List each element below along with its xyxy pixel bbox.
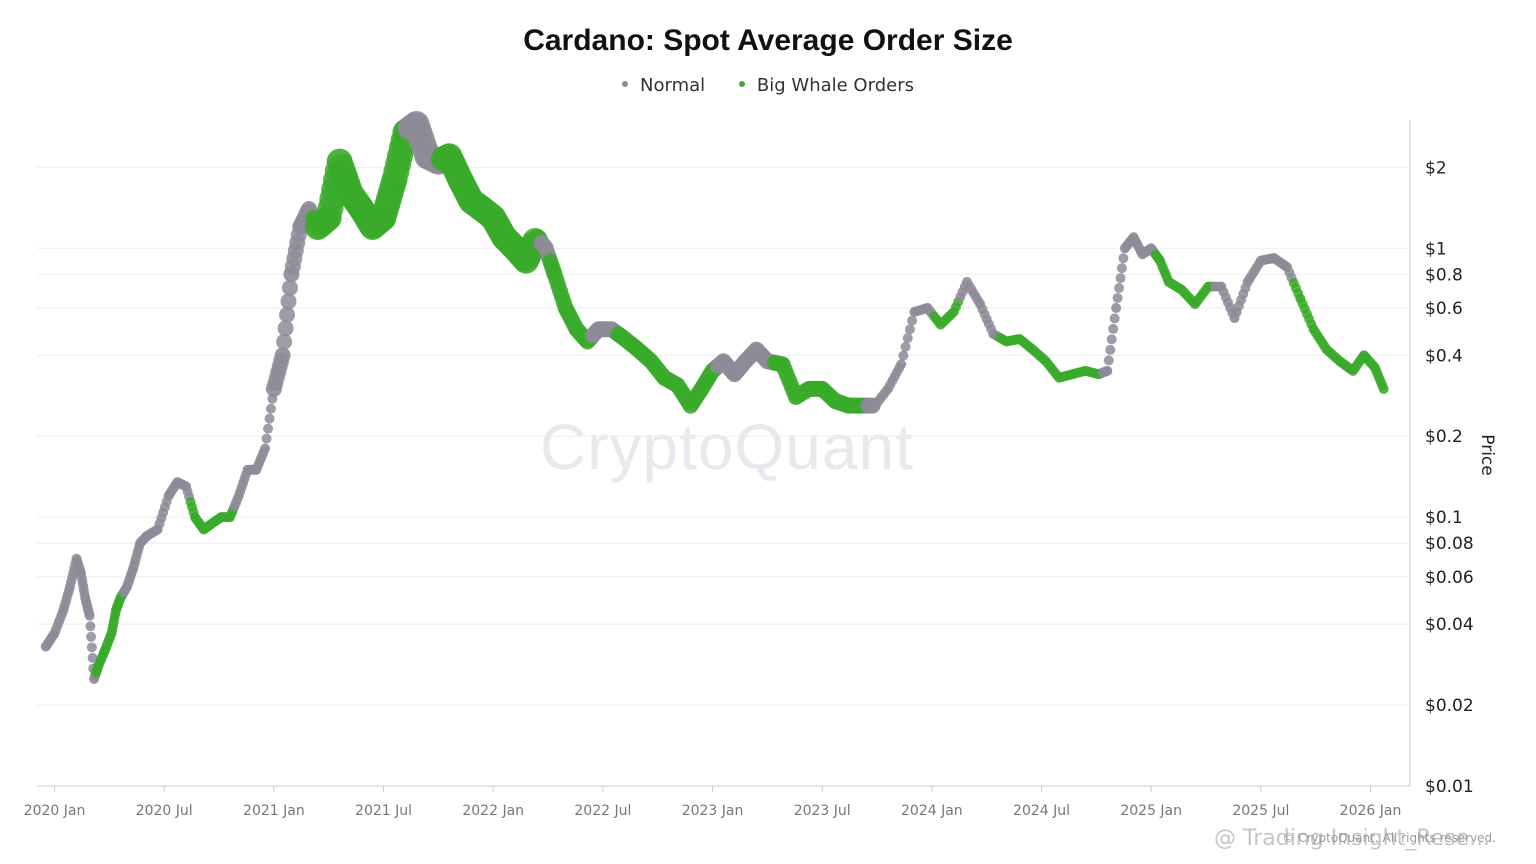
data-point [281, 279, 298, 296]
data-point [265, 403, 276, 414]
data-point [261, 433, 272, 444]
x-tick-label: 2020 Jan [24, 803, 86, 819]
data-point [280, 293, 297, 310]
x-tick-label: 2022 Jul [574, 803, 631, 819]
data-point [1115, 273, 1126, 284]
copyright-text: © CryptoQuant. All rights reserved. [1282, 831, 1496, 845]
data-point [904, 324, 915, 335]
y-tick-label: $1 [1425, 239, 1447, 259]
legend-label-big-whale: Big Whale Orders [756, 75, 914, 96]
y-tick-label: $0.2 [1425, 427, 1463, 447]
data-point [1111, 302, 1122, 313]
data-point [1114, 283, 1125, 294]
data-point [1112, 292, 1123, 303]
chart-title: Cardano: Spot Average Order Size [523, 24, 1013, 57]
data-point [87, 652, 98, 663]
data-point [274, 347, 291, 364]
data-point [1116, 263, 1127, 274]
data-point [264, 413, 275, 424]
legend-dot-normal [622, 81, 629, 87]
y-tick-label: $0.1 [1425, 508, 1463, 528]
watermark: CryptoQuant [540, 411, 914, 483]
x-axis: 2020 Jan 2020 Jul 2021 Jan 2021 Jul 2022 Jan… [24, 785, 1410, 819]
data-point [1109, 313, 1120, 324]
x-tick-label: 2023 Jan [682, 803, 744, 819]
legend: Normal Big Whale Orders [0, 75, 1536, 96]
x-tick-label: 2024 Jul [1013, 803, 1070, 819]
y-tick-label: $0.06 [1425, 568, 1474, 588]
data-point [902, 333, 913, 344]
data-point [896, 359, 907, 370]
data-point [1102, 365, 1113, 376]
data-point [1105, 344, 1116, 355]
x-tick-label: 2021 Jan [243, 803, 305, 819]
y-tick-label: $0.01 [1425, 777, 1474, 797]
legend-dot-big-whale [738, 81, 745, 87]
data-point [1106, 334, 1117, 345]
x-tick-label: 2022 Jan [462, 803, 524, 819]
source-overlay-tag: @ Trading Insight_Rese... [1214, 826, 1491, 851]
data-point [85, 621, 96, 632]
y-tick-label: $2 [1425, 158, 1447, 178]
data-point [1118, 253, 1129, 264]
y-tick-label: $0.6 [1425, 299, 1463, 319]
x-tick-label: 2023 Jul [794, 803, 851, 819]
data-point [900, 341, 911, 352]
legend-item-normal[interactable]: Normal [622, 75, 705, 96]
y-axis: $2 $1 $0.8 $0.6 $0.4 $0.2 $0.1 $0.08 $0.06 $0.04 $… [1409, 120, 1474, 797]
x-tick-label: 2021 Jul [355, 803, 412, 819]
x-tick-label: 2025 Jan [1120, 803, 1182, 819]
data-point [907, 315, 918, 326]
data-point [279, 306, 296, 323]
y-tick-label: $0.02 [1425, 696, 1474, 716]
legend-label-normal: Normal [640, 75, 706, 96]
data-point [1378, 383, 1389, 394]
x-tick-label: 2024 Jan [901, 803, 963, 819]
data-point [898, 350, 909, 361]
data-point [277, 320, 294, 337]
data-point [86, 642, 97, 653]
y-tick-label: $0.4 [1425, 346, 1463, 366]
y-tick-label: $0.8 [1425, 265, 1463, 285]
x-tick-label: 2025 Jul [1232, 803, 1289, 819]
x-tick-label: 2026 Jan [1340, 803, 1402, 819]
data-point [1108, 323, 1119, 334]
data-point [86, 631, 97, 642]
legend-item-big-whale[interactable]: Big Whale Orders [738, 75, 914, 96]
y-axis-label: Price [1477, 434, 1497, 475]
data-point [84, 610, 95, 621]
data-points [40, 110, 1389, 685]
data-point [263, 423, 274, 434]
y-tick-label: $0.08 [1425, 534, 1474, 554]
data-point [260, 443, 271, 454]
x-tick-label: 2020 Jul [136, 803, 193, 819]
y-tick-label: $0.04 [1425, 615, 1474, 635]
data-point [1103, 355, 1114, 366]
data-point [276, 333, 293, 350]
